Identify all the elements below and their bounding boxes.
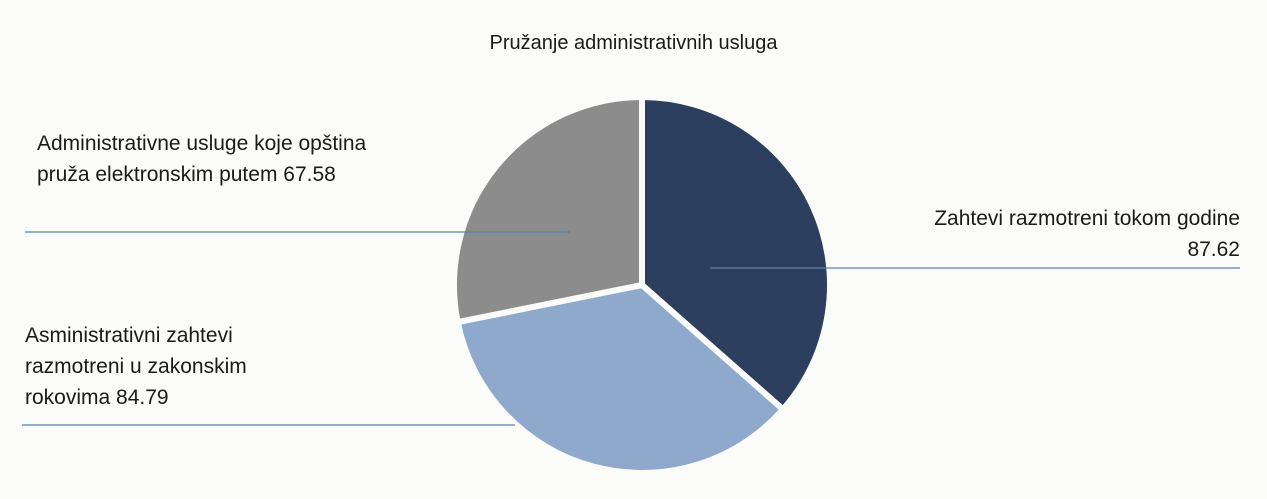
label-name: Asministrativni zahtevi razmotreni u zak…: [25, 324, 247, 409]
data-label: Zahtevi razmotreni tokom godine 87.62: [900, 203, 1240, 265]
data-label: Asministrativni zahtevi razmotreni u zak…: [25, 320, 325, 413]
label-value: 84.79: [116, 386, 169, 409]
pie-slice: [454, 281, 788, 476]
pie-slice: [639, 93, 833, 414]
label-value: 67.58: [283, 163, 336, 186]
label-name: Administrativne usluge koje opština pruž…: [37, 132, 367, 186]
label-value: 87.62: [1187, 238, 1240, 261]
data-label: Administrativne usluge koje opština pruž…: [37, 128, 367, 190]
label-name: Zahtevi razmotreni tokom godine: [934, 207, 1240, 230]
chart-title: Pružanje administrativnih usluga: [489, 32, 778, 54]
pie-slice: [451, 93, 645, 326]
